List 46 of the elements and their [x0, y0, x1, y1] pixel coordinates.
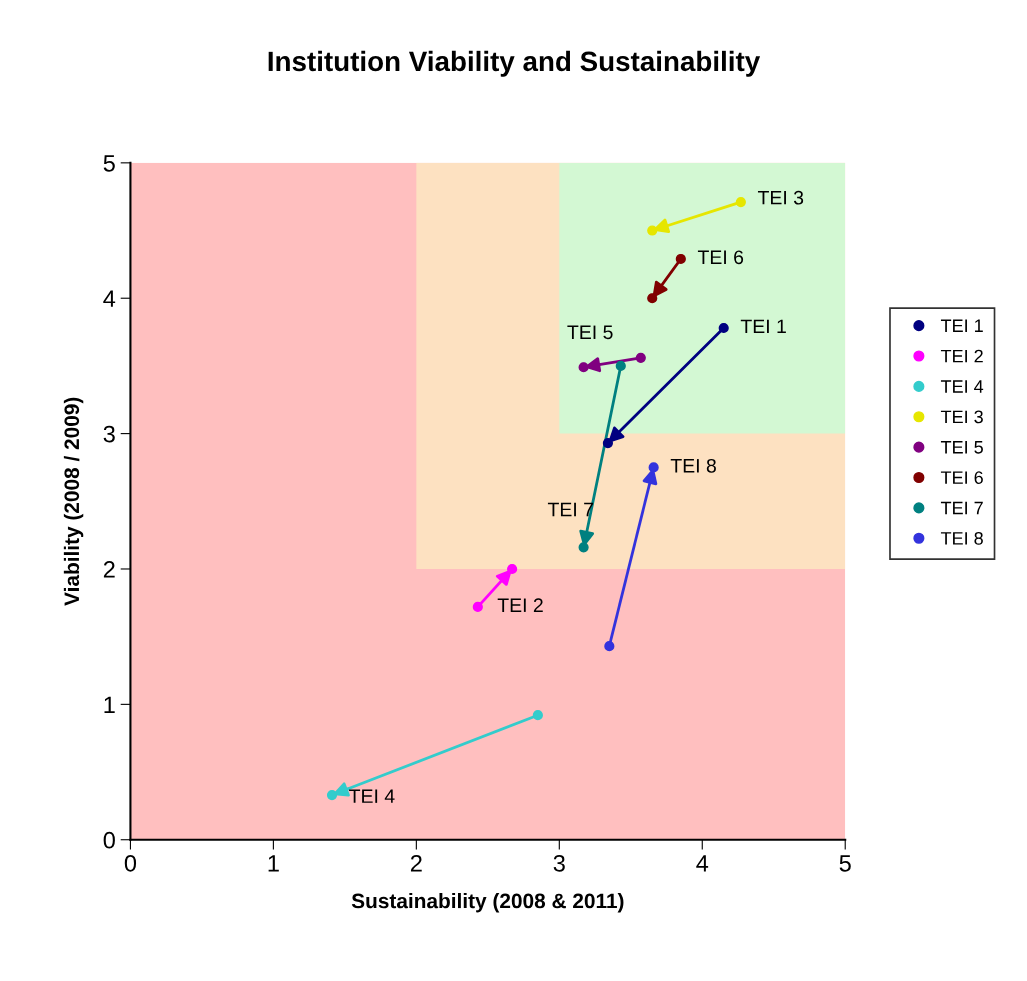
x-tick-label: 4 [696, 855, 709, 872]
point [675, 253, 686, 265]
x-axis-title: Sustainability (2008 & 2011) [351, 893, 624, 913]
point [532, 710, 543, 721]
point [472, 601, 483, 612]
legend-label: TEI 5 [940, 441, 983, 454]
x-tick-label: 5 [839, 855, 851, 872]
point [602, 437, 613, 449]
point [647, 225, 658, 236]
x-tick-label: 1 [268, 855, 279, 872]
legend-label: TEI 2 [940, 349, 983, 363]
y-tick-label: 1 [104, 696, 115, 713]
chart-title: Institution Viability and Sustainability [268, 50, 761, 77]
annotation: TEI 1 [740, 319, 786, 334]
annotation: TEI 2 [497, 598, 543, 612]
legend-label: TEI 7 [940, 501, 983, 515]
x-tick-label: 0 [124, 854, 137, 872]
point [615, 360, 626, 371]
legend-label: TEI 8 [940, 531, 983, 545]
annotation: TEI 6 [697, 250, 744, 265]
point [735, 197, 746, 208]
point [326, 789, 338, 801]
x-tick-label: 3 [553, 854, 565, 872]
y-tick-label: 3 [103, 425, 115, 443]
point [635, 352, 646, 363]
legend-label: TEI 4 [940, 380, 984, 393]
annotation: TEI 8 [670, 458, 716, 473]
legend-label: TEI 3 [940, 410, 983, 424]
legend-label: TEI 6 [940, 471, 983, 485]
annotation: TEI 4 [349, 789, 395, 803]
annotation: TEI 5 [567, 325, 613, 340]
y-tick-label: 4 [103, 290, 116, 307]
point [578, 362, 589, 373]
x-tick-label: 2 [410, 854, 422, 872]
y-axis-title: Viability (2008 / 2009) [63, 397, 84, 606]
point [718, 322, 729, 334]
y-tick-label: 0 [103, 831, 115, 849]
point [604, 641, 615, 652]
y-tick-label: 2 [103, 561, 115, 578]
annotation: TEI 3 [757, 190, 804, 205]
y-tick-label: 5 [103, 155, 115, 172]
legend-label: TEI 1 [940, 319, 983, 332]
point [507, 563, 518, 575]
point [647, 293, 658, 304]
point [578, 542, 589, 553]
point [648, 462, 659, 473]
